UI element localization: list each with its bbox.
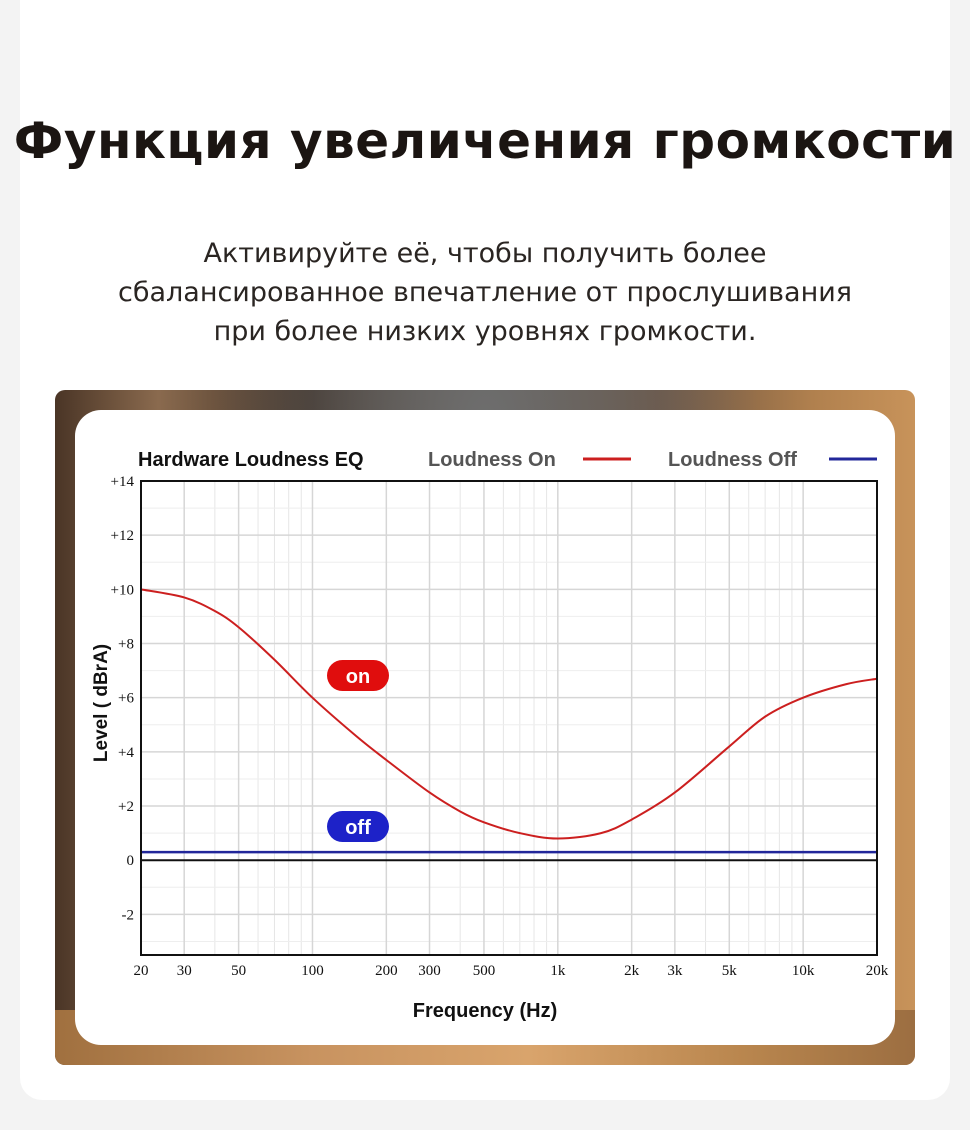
x-tick-label: 30	[177, 963, 192, 979]
y-tick-label: +10	[111, 582, 134, 598]
grid-minor	[141, 481, 877, 955]
x-tick-labels: 20 30 50 100 200 300 500 1k 2k 3k 5k 10k 20k	[134, 963, 889, 979]
plot-border	[140, 480, 878, 956]
y-axis-label: Level ( dBrA)	[91, 644, 112, 762]
x-tick-label: 20k	[866, 963, 889, 979]
y-tick-label: 0	[127, 853, 135, 869]
legend-loudness-off-label: Loudness Off	[668, 449, 797, 471]
x-tick-label: 20	[134, 963, 149, 979]
x-tick-label: 200	[375, 963, 398, 979]
x-tick-label: 2k	[624, 963, 640, 979]
badge-on: on	[327, 660, 389, 691]
subtitle-line-3: при более низких уровнях громкости.	[213, 316, 757, 347]
chart-panel	[75, 410, 895, 1045]
y-tick-label: -2	[122, 907, 135, 923]
x-tick-label: 300	[418, 963, 441, 979]
x-tick-label: 10k	[792, 963, 815, 979]
x-tick-label: 5k	[722, 963, 738, 979]
x-tick-label: 50	[231, 963, 246, 979]
subtitle-line-2: сбалансированное впечатление от прослуши…	[117, 277, 853, 308]
y-tick-label: +14	[111, 474, 135, 490]
chart-title: Hardware Loudness EQ	[138, 449, 364, 471]
subtitle-line-1: Активируйте её, чтобы получить более	[203, 238, 767, 269]
series-loudness-on-line	[140, 588, 878, 840]
badge-on-label: on	[346, 666, 370, 688]
page-subtitle: Активируйте её, чтобы получить более сба…	[60, 234, 910, 351]
badge-on-background	[327, 660, 389, 691]
x-axis-label: Frequency (Hz)	[413, 1000, 557, 1022]
x-tick-label: 1k	[550, 963, 566, 979]
y-tick-labels: +14 +12 +10 +8 +6 +4 +2 0 -2	[111, 474, 135, 923]
grid-major	[140, 480, 878, 955]
legend-loudness-on-label: Loudness On	[428, 449, 556, 471]
badge-off: off	[327, 811, 389, 842]
y-tick-label: +2	[118, 799, 134, 815]
y-tick-label: +12	[111, 528, 134, 544]
y-tick-label: +8	[118, 637, 134, 653]
x-tick-label: 500	[473, 963, 496, 979]
page-title: Функция увеличения громкости	[13, 112, 957, 170]
badge-off-label: off	[345, 817, 371, 839]
y-tick-label: +4	[118, 745, 134, 761]
y-tick-label: +6	[118, 691, 134, 707]
badge-off-background	[327, 811, 389, 842]
x-tick-label: 3k	[667, 963, 683, 979]
x-tick-label: 100	[301, 963, 324, 979]
